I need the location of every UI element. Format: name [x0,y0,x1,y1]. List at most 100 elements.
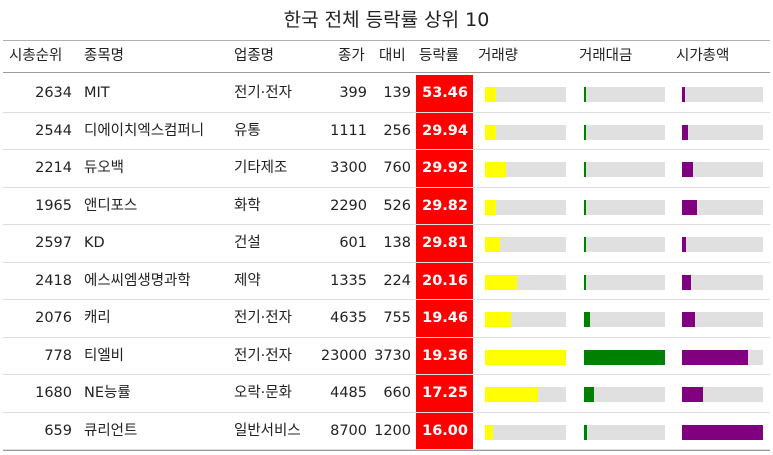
volume-bar [485,424,493,440]
table-row: 2597 KD 건설 601 138 29.81 [0,225,773,263]
volume-bar [485,162,506,177]
table-row: 2076 캐리 전기·전자 4635 755 19.46 [0,300,773,338]
marketcap-bar [682,424,763,440]
header-volume: 거래량 [478,48,519,64]
cell-rate: 19.36 [416,337,473,375]
cell-rank: 659 [44,422,72,439]
value-bar-track [584,87,665,102]
value-bar [584,349,665,365]
cell-rank: 1680 [35,385,72,401]
row-divider [3,261,770,263]
cell-change: 660 [383,385,411,401]
cell-change: 256 [383,122,411,139]
row-divider [3,149,770,150]
table-title: 한국 전체 등락률 상위 10 [283,9,490,31]
volume-bar [485,87,496,102]
header-sector: 업종명 [234,48,275,64]
cell-rate: 20.16 [416,262,473,300]
cell-change: 755 [383,310,411,326]
cell-name: KD [84,235,105,251]
cell-rank: 2214 [35,160,72,176]
row-divider [3,299,770,300]
volume-bar-track [485,274,566,290]
table-row: 2214 듀오백 기타제조 3300 760 29.92 [0,150,773,188]
cell-rate: 53.46 [416,75,473,113]
value-bar-track [584,312,665,327]
marketcap-bar-track [682,199,763,215]
volume-bar-track [485,199,566,215]
row-divider [3,224,770,225]
value-bar-track [584,274,665,290]
cell-name: 듀오백 [84,160,125,176]
cell-sector: 화학 [234,197,261,214]
value-bar [584,312,590,327]
marketcap-bar [682,349,748,365]
marketcap-bar-track [682,124,763,140]
volume-bar-track [485,424,566,440]
cell-close: 2290 [330,197,367,214]
table-row: 2544 디에이치엑스컴퍼니 유통 1111 256 29.94 [0,112,773,150]
row-divider [3,374,770,375]
value-bar [584,162,586,177]
marketcap-bar [682,312,695,327]
row-divider [3,111,770,113]
cell-close: 4635 [330,310,367,326]
cell-rank: 2544 [35,122,72,139]
value-bar-track [584,237,665,252]
marketcap-bar-track [682,387,763,402]
cell-rate: 16.00 [416,412,473,450]
marketcap-bar [682,162,693,177]
value-bar-track [584,162,665,177]
cell-name: 티엘비 [84,347,125,364]
cell-rate: 29.92 [416,150,473,188]
volume-bar-track [485,87,566,102]
cell-sector: 전기·전자 [234,310,292,326]
header-name: 종목명 [84,48,125,64]
value-bar-track [584,124,665,140]
marketcap-bar [682,124,688,140]
cell-name: MIT [84,85,110,101]
table-bottom-rule [3,450,770,451]
value-bar [584,87,586,102]
value-bar-track [584,387,665,402]
volume-bar [485,387,538,402]
cell-change: 224 [383,272,411,289]
volume-bar [485,349,566,365]
cell-rate: 29.82 [416,187,473,225]
cell-close: 1335 [330,272,367,289]
volume-bar-track [485,312,566,327]
cell-name: 캐리 [84,310,111,326]
value-bar [584,199,586,215]
marketcap-bar-track [682,424,763,440]
header-marketcap: 시가총액 [676,48,730,64]
cell-rate: 29.94 [416,112,473,150]
cell-sector: 전기·전자 [234,85,292,101]
title-divider [3,40,770,41]
cell-name: 에스씨엠생명과학 [84,272,191,289]
table-row: 2634 MIT 전기·전자 399 139 53.46 [0,75,773,113]
cell-name: 앤디포스 [84,197,138,214]
marketcap-bar [682,199,697,215]
row-divider [3,411,770,413]
cell-rank: 1965 [35,197,72,214]
cell-name: 디에이치엑스컴퍼니 [84,122,205,139]
header-rank: 시총순위 [9,48,63,64]
cell-change: 526 [383,197,411,214]
cell-rate: 17.25 [416,375,473,413]
cell-sector: 일반서비스 [234,422,301,439]
header-change: 대비 [379,48,406,64]
table-row: 2418 에스씨엠생명과학 제약 1335 224 20.16 [0,262,773,300]
volume-bar-track [485,237,566,252]
header-value: 거래대금 [579,48,633,64]
cell-rank: 778 [44,347,72,364]
table-row: 1965 앤디포스 화학 2290 526 29.82 [0,187,773,225]
value-bar [584,387,594,402]
marketcap-bar-track [682,349,763,365]
row-divider [3,449,770,450]
cell-close: 4485 [330,385,367,401]
volume-bar [485,237,500,252]
cell-sector: 전기·전자 [234,347,292,364]
value-bar [584,237,586,252]
marketcap-bar [682,87,685,102]
marketcap-bar-track [682,274,763,290]
